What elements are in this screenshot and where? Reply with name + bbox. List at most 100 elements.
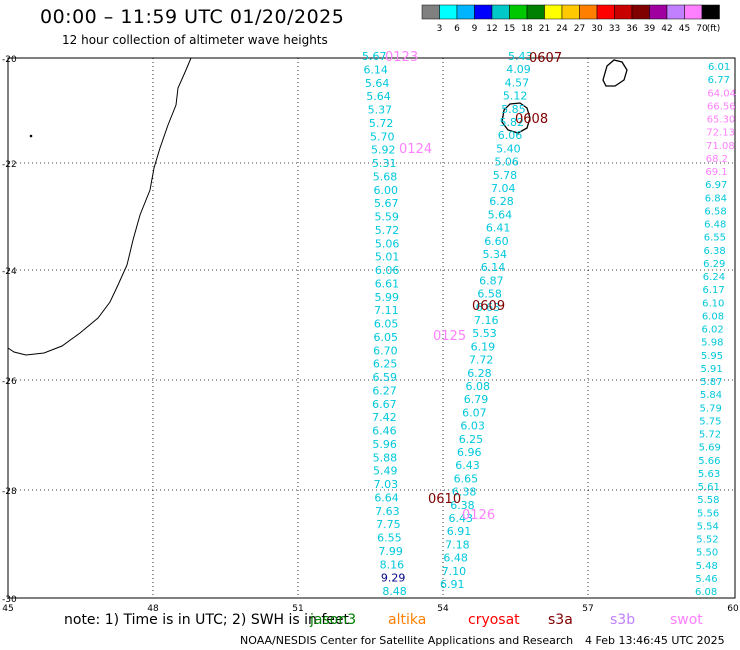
swh-value-track-b: 6.25 (459, 433, 484, 446)
swh-value-track-c: 6.77 (708, 75, 730, 86)
swh-value-track-c: 6.24 (703, 272, 725, 283)
colorbar-swatch (509, 4, 528, 20)
swh-value-track-b: 6.91 (440, 578, 465, 591)
swh-value-track-b: 6.91 (447, 525, 472, 538)
colorbar-unit: (ft) (707, 24, 721, 34)
colorbar-swatch (579, 4, 598, 20)
swh-value-track-c: 64.04 (707, 88, 736, 99)
colorbar-tick-label: 24 (556, 24, 568, 34)
colorbar-swatch (474, 4, 493, 20)
swh-value-track-a: 5.68 (373, 170, 398, 183)
swh-value-track-c: 5.48 (696, 561, 718, 572)
swh-value-track-c: 5.84 (700, 390, 722, 401)
map-frame (7, 57, 736, 599)
satellite-legend-cryosat: cryosat (468, 612, 520, 628)
satellite-legend-s3b: s3b (610, 612, 636, 628)
swh-value-track-a: 5.92 (371, 144, 396, 157)
swh-value-track-a: 6.70 (373, 344, 398, 357)
swh-value-track-a: 8.16 (380, 558, 405, 571)
swh-value-track-c: 5.56 (697, 508, 719, 519)
swh-value-track-a: 6.59 (373, 371, 398, 384)
swh-value-track-b: 6.06 (498, 129, 523, 142)
swh-value-track-c: 5.87 (700, 377, 722, 388)
swh-value-track-a: 7.03 (374, 478, 399, 491)
map-subtitle: 12 hour collection of altimeter wave hei… (62, 33, 328, 47)
swh-value-track-c: 5.79 (700, 403, 722, 414)
swh-value-track-c: 5.50 (696, 548, 718, 559)
colorbar-tick-label: 18 (521, 24, 533, 34)
swh-value-track-b: 6.38 (450, 499, 475, 512)
latitude-tick-label: -20 (2, 55, 17, 65)
swh-value-track-a: 5.31 (372, 157, 397, 170)
colorbar-swatch (666, 4, 685, 20)
swh-value-track-b: 6.28 (467, 367, 492, 380)
colorbar-swatch (439, 4, 458, 20)
swh-value-track-a: 6.55 (377, 532, 402, 545)
reunion-island-outline (501, 102, 531, 134)
swh-value-track-a: 6.05 (374, 318, 399, 331)
colorbar-swatch (649, 4, 668, 20)
swh-value-track-a: 6.05 (373, 331, 398, 344)
swh-value-track-a: 5.70 (370, 130, 395, 143)
colorbar-swatch (596, 4, 615, 20)
colorbar-tick-label: 45 (679, 24, 690, 34)
pass-time-label: 0610 (428, 492, 461, 507)
colorbar-tick-label: 39 (644, 24, 656, 34)
swh-value-track-b: 6.41 (486, 222, 511, 235)
swh-value-track-a: 6.00 (373, 184, 398, 197)
colorbar-swatch (456, 4, 475, 20)
swh-value-track-a: 6.61 (375, 277, 400, 290)
swh-value-track-b: 4.09 (506, 63, 531, 76)
latitude-tick-label: -24 (2, 267, 17, 277)
swh-value-track-c: 6.02 (702, 325, 724, 336)
swh-value-track-c: 5.75 (699, 416, 721, 427)
swh-value-track-c: 6.08 (702, 311, 724, 322)
swh-value-track-a: 5.99 (374, 291, 399, 304)
swh-value-track-b: 5.12 (503, 90, 528, 103)
swh-value-track-b: 5.40 (496, 142, 520, 155)
swh-value-track-b: 6.43 (455, 459, 480, 472)
latitude-tick-label: -30 (2, 595, 17, 605)
footer-note: note: 1) Time is in UTC; 2) SWH is in fe… (64, 612, 350, 628)
latitude-tick-label: -26 (2, 377, 17, 387)
colorbar-tick-label: 33 (609, 24, 620, 34)
swh-value-track-a: 5.59 (374, 211, 399, 224)
swh-value-track-c: 6.97 (705, 180, 727, 191)
swh-value-track-b: 7.16 (474, 314, 499, 327)
longitude-tick-label: 51 (292, 604, 303, 614)
colorbar-swatch (544, 4, 563, 20)
colorbar-swatch (701, 4, 720, 20)
longitude-tick-label: 54 (437, 604, 449, 614)
colorbar-tick-label: 36 (626, 24, 638, 34)
swh-value-track-a: 5.37 (368, 104, 393, 117)
swh-value-track-c: 6.29 (703, 259, 725, 270)
colorbar-tick-label: 42 (661, 24, 672, 34)
swh-value-track-b: 7.04 (491, 182, 516, 195)
colorbar-tick-label: 27 (574, 24, 585, 34)
swh-value-track-b: 7.72 (469, 354, 494, 367)
swh-value-track-b: 6.96 (457, 446, 482, 459)
pass-time-label: 0126 (462, 508, 495, 523)
satellite-legend-s3a: s3a (548, 612, 573, 628)
swh-value-track-b: 5.06 (494, 156, 519, 169)
colorbar-swatch (491, 4, 510, 20)
madagascar-coastline (7, 57, 192, 356)
colorbar-tick-label: 70 (696, 24, 708, 34)
longitude-tick-label: 48 (147, 604, 159, 614)
swh-value-track-b: 5.82 (500, 116, 525, 129)
swh-value-track-c: 6.48 (704, 220, 726, 231)
swh-value-track-a: 5.72 (369, 117, 394, 130)
swh-value-track-c: 6.84 (705, 193, 727, 204)
swh-value-track-c: 6.55 (704, 233, 726, 244)
longitude-tick-label: 45 (2, 604, 13, 614)
colorbar-tick-label: 6 (454, 24, 460, 34)
swh-value-track-c: 5.98 (701, 338, 723, 349)
swh-value-track-a: 5.49 (373, 465, 398, 478)
swh-value-track-c: 5.95 (701, 351, 723, 362)
satellite-legend-jason3: jason3 (310, 612, 357, 628)
swh-value-track-b: 5.34 (483, 248, 508, 261)
swh-value-track-b: 6.28 (489, 195, 514, 208)
swh-value-track-c: 6.01 (708, 62, 730, 73)
swh-value-track-b: 6.43 (449, 512, 474, 525)
colorbar-tick-label: 12 (486, 24, 497, 34)
